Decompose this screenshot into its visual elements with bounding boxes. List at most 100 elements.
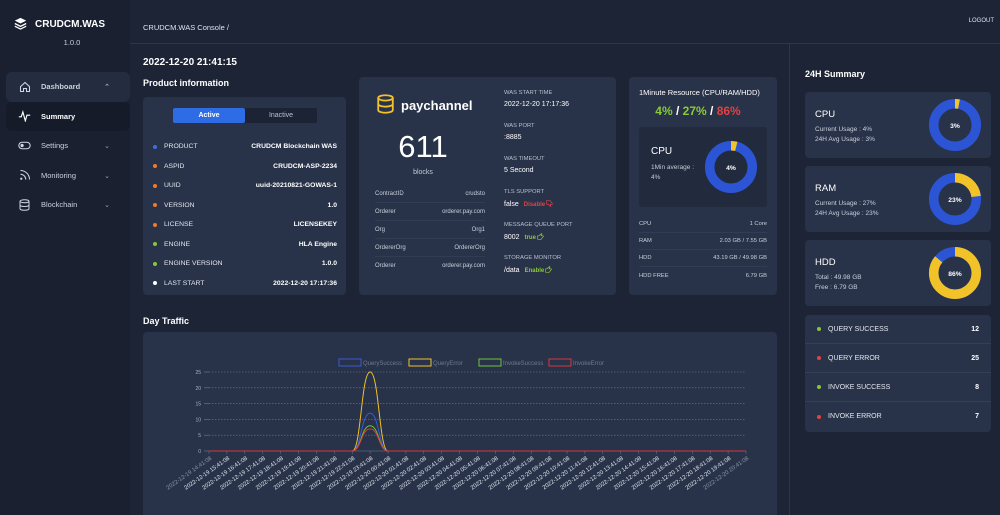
product-info-value: 1.0 xyxy=(327,201,337,209)
product-info-row: LAST START 2022-12-20 17:17:36 xyxy=(153,274,337,294)
cpu-average: 1Min average : 4% xyxy=(651,163,694,184)
donut-value-arc xyxy=(928,246,982,300)
legend-swatch xyxy=(338,358,362,367)
resource-table: CPU 1 Core RAM 2.03 GB / 7.55 GB HDD 43.19 GB… xyxy=(639,216,767,284)
day-traffic-chart: 0 5 10 15 20 25 QuerySuccess QueryError InvokeSu… xyxy=(166,358,750,492)
status-dot xyxy=(817,356,821,360)
tab-active[interactable]: Active xyxy=(173,108,245,123)
product-info-card: Active Inactive PRODUCT CRUDCM Blockchain… xyxy=(143,97,346,295)
sidebar-nav: Dashboard ⌃ Summary Settings ⌄ Monitorin… xyxy=(6,72,130,220)
resource-row: RAM 2.03 GB / 7.55 GB xyxy=(639,233,767,250)
legend-label[interactable]: QueryError xyxy=(433,361,463,367)
channel-detail-value: crudsto xyxy=(465,190,485,197)
resource-value: 1 Core xyxy=(749,221,767,227)
thumbs-up-icon xyxy=(537,233,544,242)
series-line-queryerror xyxy=(208,371,746,452)
main-area: CRUDCM.WAS Console / LOGOUT 2022-12-20 2… xyxy=(130,0,1000,515)
resource-row: HDD FREE 6.79 GB xyxy=(639,267,767,284)
summary-donut: 3% xyxy=(928,98,982,152)
resource-card: 1Minute Resource (CPU/RAM/HDD) 4% / 27% … xyxy=(629,77,777,295)
product-info-value: 1.0.0 xyxy=(321,260,337,268)
block-count: 611 xyxy=(398,129,448,164)
series-line-invokeerror xyxy=(208,428,746,452)
donut-value-arc xyxy=(928,172,982,226)
channel-detail-row: ContractID crudsto xyxy=(375,185,485,203)
sidebar-item-monitoring[interactable]: Monitoring ⌄ xyxy=(6,161,130,191)
sidebar-item-label: Blockchain xyxy=(41,200,78,210)
chevron-up-icon: ⌃ xyxy=(104,84,110,91)
channel-detail-key: Orderer xyxy=(375,208,396,215)
product-info-title: Product information xyxy=(143,78,229,88)
legend-label[interactable]: QuerySuccess xyxy=(363,361,402,367)
summary-card-title: RAM xyxy=(815,183,837,194)
summary-donut: 23% xyxy=(928,172,982,226)
y-tick-label: 0 xyxy=(198,449,201,455)
sidebar-item-label: Monitoring xyxy=(41,170,77,180)
logout-button[interactable]: LOGOUT xyxy=(968,18,994,24)
product-info-value: CRUDCM-ASP-2234 xyxy=(273,162,337,170)
channel-detail-value: OrdererOrg xyxy=(454,244,485,251)
chevron-down-icon: ⌄ xyxy=(104,143,110,150)
donut-label: 4% xyxy=(726,165,736,172)
status-dot xyxy=(817,385,821,389)
status-dot xyxy=(817,414,821,419)
tls-value: false xyxy=(504,201,519,208)
was-port-value: :8885 xyxy=(504,134,522,141)
summary-donut: 86% xyxy=(928,246,982,300)
status-dot xyxy=(153,261,157,266)
sidebar-item-blockchain[interactable]: Blockchain ⌄ xyxy=(6,190,130,220)
product-info-row: LICENSE LICENSEKEY xyxy=(153,215,337,235)
resource-key: CPU xyxy=(639,221,652,227)
database-icon xyxy=(18,198,31,211)
thumbs-down-icon xyxy=(546,200,553,209)
app-version: 1.0.0 xyxy=(63,38,81,47)
y-tick-label: 5 xyxy=(198,433,201,439)
product-info-key: LAST START xyxy=(153,280,204,287)
summary-card-title: CPU xyxy=(815,109,836,120)
product-info-row: ENGINE HLA Engine xyxy=(153,235,337,255)
product-info-row: VERSION 1.0 xyxy=(153,196,337,216)
summary-stat-row: QUERY ERROR 25 xyxy=(805,344,991,373)
status-dot xyxy=(153,183,157,188)
product-info-key: ENGINE VERSION xyxy=(153,260,223,267)
signal-icon xyxy=(18,169,31,182)
channel-detail-row: Orderer orderer.pay.com xyxy=(375,203,485,221)
channel-detail-value: orderer.pay.com xyxy=(442,263,485,269)
was-start-value: 2022-12-20 17:17:36 xyxy=(504,101,569,108)
day-traffic-card: 0 5 10 15 20 25 QuerySuccess QueryError InvokeSu… xyxy=(143,332,777,515)
brand[interactable]: CRUDCM.WAS 1.0.0 xyxy=(14,17,124,47)
product-info-key: VERSION xyxy=(153,202,195,209)
was-timeout-label: WAS TIMEOUT xyxy=(504,156,545,162)
summary-card-title: HDD xyxy=(815,257,836,268)
tab-inactive[interactable]: Inactive xyxy=(268,112,294,119)
hdd-percent: 86% xyxy=(716,104,741,118)
pct-separator: / xyxy=(672,104,683,118)
product-info-key: LICENSE xyxy=(153,221,193,228)
summary-stats: QUERY SUCCESS 12 QUERY ERROR 25 INVOKE SUCCE… xyxy=(805,315,991,432)
resource-key: HDD xyxy=(639,255,652,261)
legend-swatch xyxy=(478,358,502,367)
channel-detail-key: OrdererOrg xyxy=(375,244,406,251)
sidebar-item-summary[interactable]: Summary xyxy=(6,101,130,131)
legend-label[interactable]: InvokeError xyxy=(573,361,604,367)
summary-stat-label: QUERY SUCCESS xyxy=(828,325,889,333)
sidebar-item-settings[interactable]: Settings ⌄ xyxy=(6,131,130,161)
summary-stat-row: INVOKE SUCCESS 8 xyxy=(805,373,991,402)
channel-name: paychannel xyxy=(401,97,473,113)
summary-card-line1: Total : 49.98 GB xyxy=(815,274,862,281)
product-info-key: PRODUCT xyxy=(153,143,198,150)
breadcrumb[interactable]: CRUDCM.WAS Console / xyxy=(143,23,229,32)
product-info-label: ENGINE xyxy=(164,240,191,248)
tls-badge: Disable xyxy=(523,201,546,208)
sidebar-item-dashboard[interactable]: Dashboard ⌃ xyxy=(6,72,130,102)
channel-detail-value: orderer.pay.com xyxy=(442,208,485,215)
series-line-invokesuccess xyxy=(208,425,746,452)
channel-details: ContractID crudsto Orderer orderer.pay.com O… xyxy=(375,185,485,275)
product-info-label: LAST START xyxy=(164,279,205,287)
legend-label[interactable]: InvokeSuccess xyxy=(503,361,543,367)
was-start-label: WAS START TIME xyxy=(504,90,553,96)
donut-label: 23% xyxy=(948,197,961,204)
chevron-down-icon: ⌄ xyxy=(104,172,110,180)
was-timeout-value: 5 Second xyxy=(504,167,534,174)
channel-detail-key: Org xyxy=(375,226,386,233)
